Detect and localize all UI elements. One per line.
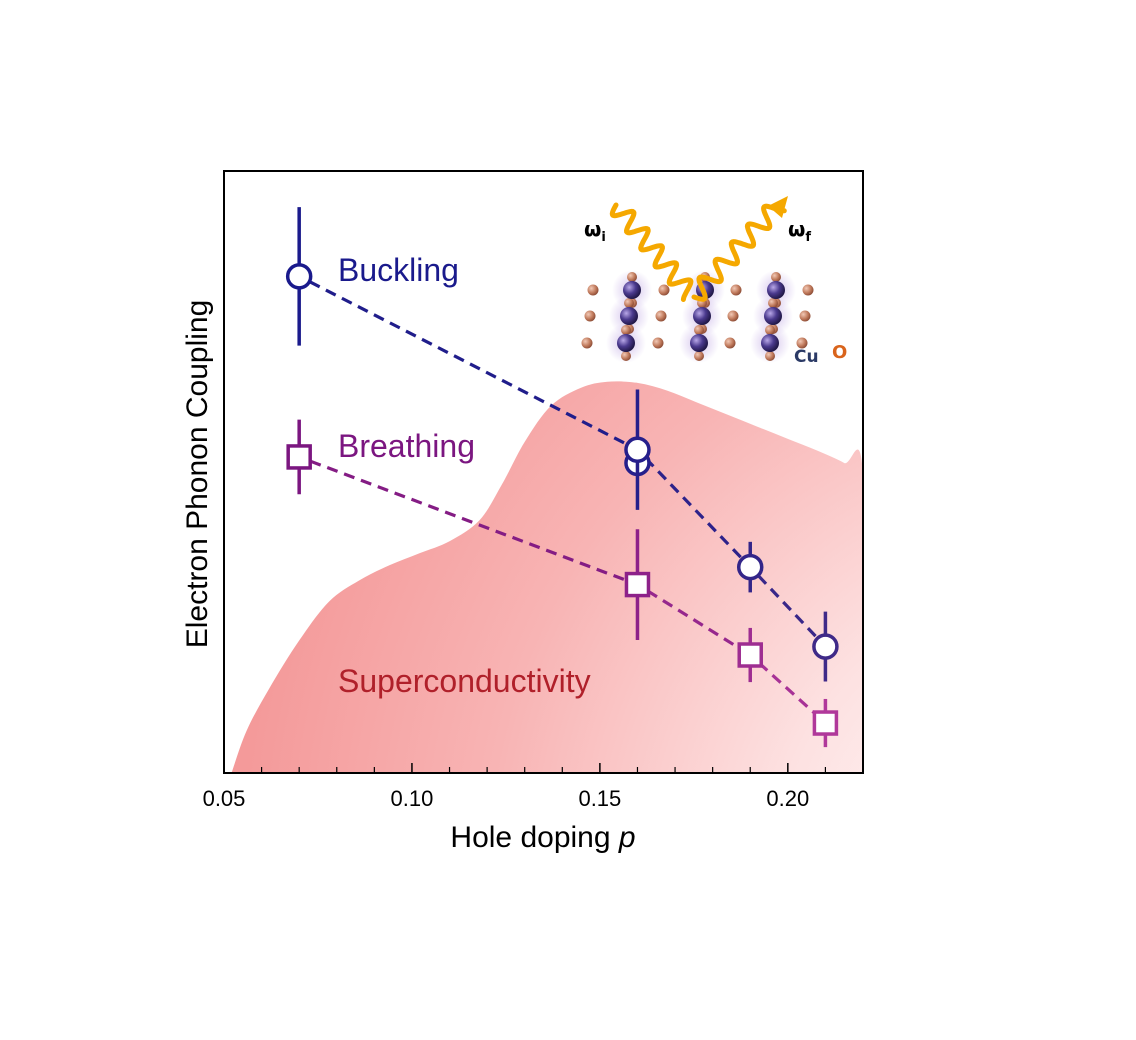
o-atom — [621, 351, 631, 361]
o-atom — [694, 325, 704, 335]
o-atom — [796, 337, 808, 349]
scattered-photon — [691, 203, 787, 302]
cu-atom — [761, 334, 779, 352]
y-axis-label: Electron Phonon Coupling — [181, 300, 214, 649]
series-label-breathing: Breathing — [338, 428, 475, 464]
cu-atom — [623, 281, 641, 299]
x-tick-label: 0.05 — [203, 786, 246, 811]
region-label: Superconductivity — [338, 663, 591, 699]
o-atom — [802, 284, 814, 296]
cu-atom — [690, 334, 708, 352]
o-atom — [694, 351, 704, 361]
data-point — [624, 571, 651, 598]
x-tick-label: 0.20 — [766, 786, 809, 811]
cu-label: Cu — [794, 347, 819, 367]
omega-i-label: ωi — [584, 217, 606, 245]
o-atom — [652, 337, 664, 349]
dashed-connector — [646, 589, 741, 651]
data-point — [812, 710, 839, 736]
superconductivity-region — [231, 381, 863, 773]
o-atom — [727, 310, 739, 322]
superconductivity-dome — [231, 381, 863, 773]
series-layer — [285, 207, 839, 748]
photon-arrowhead — [768, 196, 788, 218]
series-breathing — [286, 419, 839, 748]
data-point — [736, 553, 764, 581]
o-atom — [624, 298, 634, 308]
plot-frame — [223, 170, 864, 774]
o-atom — [587, 284, 599, 296]
data-point — [812, 633, 839, 660]
cu-atom — [620, 307, 638, 325]
o-atom — [584, 310, 596, 322]
cu-atom — [767, 281, 785, 299]
cu-atom — [617, 334, 635, 352]
cu-atom — [693, 307, 711, 325]
o-atom — [765, 325, 775, 335]
data-point — [624, 436, 651, 463]
cu-atom — [764, 307, 782, 325]
omega-f-label: ωf — [788, 217, 811, 245]
o-atom — [724, 337, 736, 349]
o-atom — [765, 351, 775, 361]
x-tick-label: 0.15 — [578, 786, 621, 811]
o-atom — [581, 337, 593, 349]
series-buckling — [285, 207, 839, 682]
data-point — [285, 263, 313, 290]
x-axis: 0.05 0.10 0.15 0.20 — [203, 763, 864, 811]
o-atom — [621, 325, 631, 335]
dashed-connector — [309, 459, 627, 582]
dashed-connector — [758, 661, 818, 717]
o-atom — [768, 298, 778, 308]
o-atom — [730, 284, 742, 296]
data-point — [286, 444, 312, 470]
series-label-buckling: Buckling — [338, 252, 459, 288]
x-axis-label: Hole doping p — [450, 821, 635, 854]
dashed-connector — [757, 574, 819, 639]
o-atom — [771, 272, 781, 282]
crystal-inset: ωi ωf Cu O — [581, 196, 847, 367]
o-atom — [658, 284, 670, 296]
incident-photon — [609, 202, 694, 302]
o-atom — [627, 272, 637, 282]
o-atom — [799, 310, 811, 322]
dashed-connector — [309, 280, 628, 446]
x-tick-label: 0.10 — [391, 786, 434, 811]
data-point — [737, 642, 763, 668]
o-label: O — [832, 342, 847, 363]
o-atom — [655, 310, 667, 322]
dashed-connector — [644, 457, 744, 560]
